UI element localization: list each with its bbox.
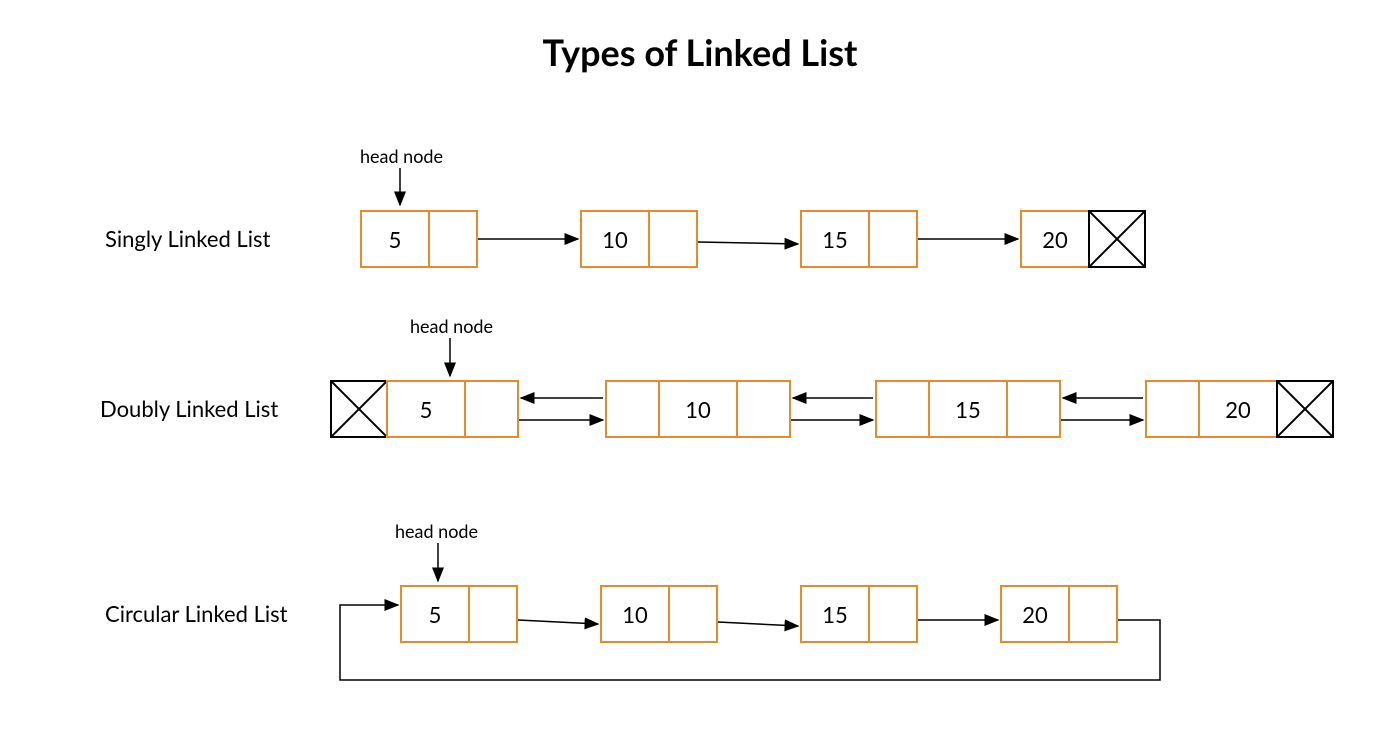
circular-node-ptr <box>668 585 718 643</box>
doubly-node-prev <box>605 380 660 438</box>
circular-node-ptr <box>468 585 518 643</box>
circular-node-data: 10 <box>600 585 670 643</box>
circular-node-ptr <box>868 585 918 643</box>
doubly-null-prev <box>330 380 388 438</box>
x-icon <box>1090 212 1144 266</box>
doubly-node-next <box>736 380 791 438</box>
doubly-node-next <box>1006 380 1061 438</box>
circular-node-data: 20 <box>1000 585 1070 643</box>
singly-head-label: head node <box>360 145 443 167</box>
singly-node-ptr <box>648 210 698 268</box>
circular-label: Circular Linked List <box>105 600 288 627</box>
doubly-null-next <box>1276 380 1334 438</box>
singly-node-ptr <box>868 210 918 268</box>
doubly-node-data: 20 <box>1198 380 1278 438</box>
circular-node-data: 15 <box>800 585 870 643</box>
circular-node-ptr <box>1068 585 1118 643</box>
singly-node-data: 15 <box>800 210 870 268</box>
singly-node-ptr <box>428 210 478 268</box>
doubly-node-prev <box>1145 380 1200 438</box>
singly-node-data: 10 <box>580 210 650 268</box>
doubly-label: Doubly Linked List <box>100 395 278 422</box>
singly-null-box <box>1088 210 1146 268</box>
doubly-node-prev <box>875 380 930 438</box>
page-title: Types of Linked List <box>0 30 1400 74</box>
x-icon <box>1278 382 1332 436</box>
doubly-node-next <box>464 380 519 438</box>
singly-node-data: 20 <box>1020 210 1090 268</box>
doubly-node-data: 15 <box>928 380 1008 438</box>
x-icon <box>332 382 386 436</box>
doubly-node-data: 10 <box>658 380 738 438</box>
doubly-node-data: 5 <box>386 380 466 438</box>
circular-head-label: head node <box>395 520 478 542</box>
doubly-head-label: head node <box>410 315 493 337</box>
circular-node-data: 5 <box>400 585 470 643</box>
singly-node-data: 5 <box>360 210 430 268</box>
singly-label: Singly Linked List <box>105 225 270 252</box>
